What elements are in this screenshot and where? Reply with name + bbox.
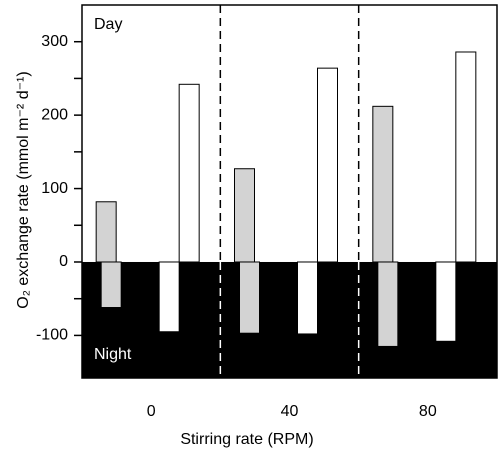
bar [435,261,457,342]
annotation-day: Day [94,16,122,33]
plot-frame [81,4,498,379]
y-tick-label: 100 [41,180,68,197]
bar [317,67,338,263]
y-tick-label: 300 [41,33,68,50]
y-tick-label: 0 [59,253,68,270]
bar [158,261,180,333]
bar [95,201,117,263]
bar [100,261,122,309]
bar [239,261,260,334]
x-tick-label: 40 [281,403,299,420]
y-tick-label: -100 [36,327,68,344]
y-axis-label: O₂ exchange rate (mmol m⁻² d⁻¹) [15,71,32,308]
bar [234,168,255,263]
x-tick-label: 0 [147,403,156,420]
bar [377,261,399,347]
bar [372,105,394,263]
night-region [82,261,497,378]
x-axis-label: Stirring rate (RPM) [180,431,313,448]
y-tick-label: 200 [41,106,68,123]
bar [297,261,318,335]
bar [455,51,477,263]
x-tick-label: 80 [419,403,437,420]
annotation-night: Night [94,346,132,363]
bar [178,83,200,263]
